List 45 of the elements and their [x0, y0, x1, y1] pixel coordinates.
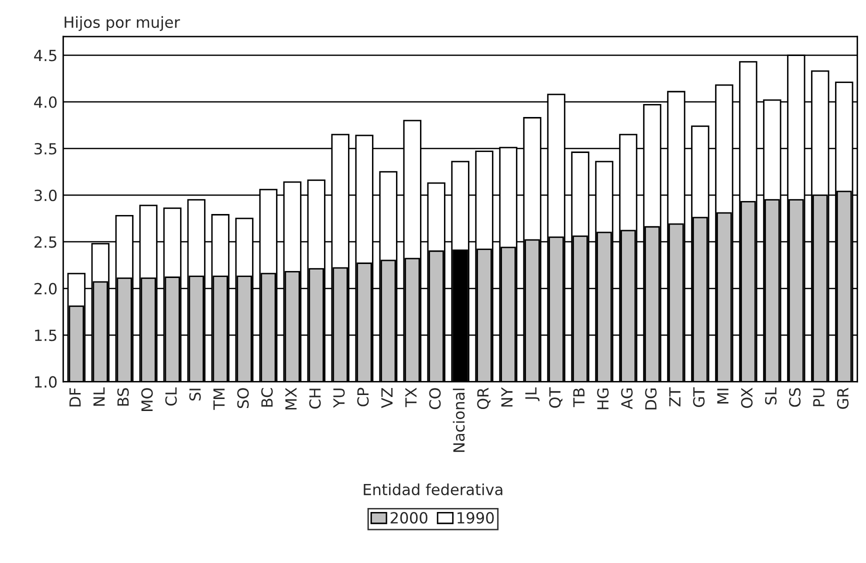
x-tick-label: BC — [261, 388, 273, 407]
x-tick-label: SI — [189, 388, 201, 400]
y-tick-label: 2.0 — [34, 282, 57, 294]
x-axis-title: Entidad federativa — [364, 483, 502, 496]
x-tick-label: SL — [765, 387, 777, 404]
x-tick-label: DG — [645, 388, 657, 410]
x-tick-label: NL — [93, 387, 105, 406]
x-tick-label: DF — [69, 388, 81, 406]
x-tick-label: GR — [837, 388, 849, 409]
x-tick-label: CL — [165, 387, 177, 406]
y-tick-label: 3.0 — [34, 190, 57, 202]
x-tick-label: PU — [813, 388, 825, 406]
x-tick-label: ZT — [669, 387, 680, 406]
x-tick-label: GT — [693, 387, 705, 408]
x-tick-label: MX — [285, 388, 297, 410]
x-tick-label: NY — [501, 387, 512, 407]
y-tick-label: 1.5 — [35, 330, 56, 342]
x-tick-label: SO — [237, 388, 249, 408]
x-tick-label: QT — [549, 387, 562, 408]
x-tick-label: CO — [429, 388, 441, 410]
x-tick-label: CP — [357, 388, 369, 406]
y-tick-label: 4.0 — [34, 96, 57, 108]
x-tick-label: TM — [213, 388, 225, 410]
x-tick-label: TB — [573, 388, 584, 408]
x-tick-label: Nacional — [452, 388, 465, 452]
x-tick-label: YU — [333, 388, 345, 408]
x-tick-label: CH — [309, 388, 321, 409]
x-tick-label: QR — [477, 388, 490, 410]
x-tick-label: TX — [405, 388, 417, 408]
x-tick-label: OX — [741, 388, 753, 408]
x-tick-label: MO — [141, 388, 153, 411]
x-tick-label: AG — [621, 388, 633, 410]
legend-label: 2000 — [390, 512, 428, 524]
x-tick-label: JL — [525, 387, 540, 402]
legend-label: 1990 — [458, 512, 494, 524]
x-tick-label: HG — [597, 388, 609, 410]
y-tick-label: 2.5 — [34, 236, 56, 248]
y-axis-title: Hijos por mujer — [64, 16, 180, 31]
y-tick-label: 3.5 — [34, 142, 56, 155]
x-tick-label: CS — [789, 388, 801, 407]
x-tick-label: BS — [117, 388, 129, 406]
x-tick-label: VZ — [381, 388, 393, 408]
y-tick-label: 1.0 — [35, 376, 57, 388]
x-tick-label: MI — [717, 388, 728, 404]
y-tick-label: 4.5 — [34, 50, 56, 62]
